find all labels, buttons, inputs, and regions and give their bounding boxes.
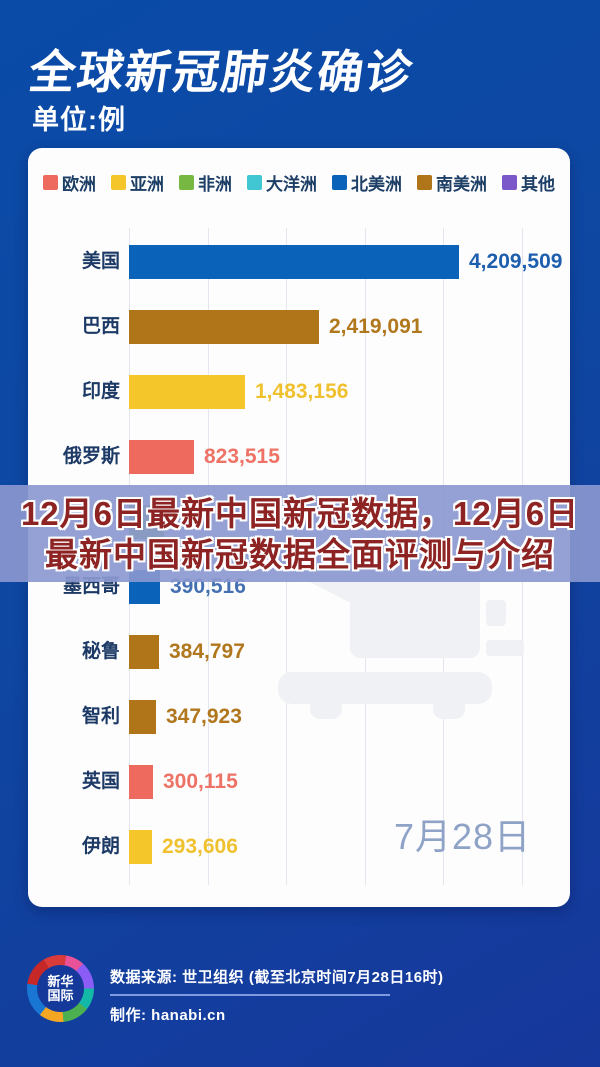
legend-label: 亚洲 bbox=[130, 175, 164, 194]
legend-label: 大洋洲 bbox=[266, 175, 317, 194]
page-title: 全球新冠肺炎确诊 bbox=[25, 46, 418, 98]
chart-legend: 欧洲 亚洲 非洲 大洋洲 北美洲 南美洲 其他 bbox=[28, 170, 570, 195]
bar-value-label: 293,606 bbox=[162, 835, 238, 858]
bar-row: 秘鲁 384,797 bbox=[28, 634, 570, 670]
bar-row: 巴西 2,419,091 bbox=[28, 309, 570, 345]
bar-row: 俄罗斯 823,515 bbox=[28, 439, 570, 475]
caption-overlay-band: 12月6日最新中国新冠数据，12月6日 最新中国新冠数据全面评测与介绍 bbox=[0, 485, 600, 582]
legend-swatch bbox=[43, 175, 58, 190]
bar-value-label: 347,923 bbox=[166, 705, 242, 728]
legend-label: 其他 bbox=[521, 175, 555, 194]
bar bbox=[129, 245, 459, 279]
bar-row: 印度 1,483,156 bbox=[28, 374, 570, 410]
country-label: 英国 bbox=[81, 771, 120, 792]
credit-label: 制作: hanabi.cn bbox=[110, 1007, 226, 1024]
country-label: 美国 bbox=[81, 251, 120, 272]
bar bbox=[129, 310, 319, 344]
legend-swatch bbox=[332, 175, 347, 190]
logo-text: 新华 国际 bbox=[37, 965, 84, 1012]
bar bbox=[129, 765, 153, 799]
bar bbox=[129, 700, 156, 734]
legend-swatch bbox=[417, 175, 432, 190]
legend-label: 北美洲 bbox=[351, 175, 402, 194]
bar-value-label: 300,115 bbox=[163, 770, 238, 793]
legend-item: 非洲 bbox=[179, 170, 232, 195]
bar bbox=[129, 375, 245, 409]
unit-label: 单位:例 bbox=[32, 105, 126, 135]
bar-row: 伊朗 293,606 bbox=[28, 829, 570, 865]
legend-item: 其他 bbox=[502, 170, 555, 195]
bar-row: 智利 347,923 bbox=[28, 699, 570, 735]
truck-watermark-icon bbox=[278, 672, 492, 704]
country-label: 智利 bbox=[81, 706, 120, 727]
legend-label: 欧洲 bbox=[62, 175, 96, 194]
caption-line-1: 12月6日最新中国新冠数据，12月6日 bbox=[20, 494, 580, 532]
country-label: 俄罗斯 bbox=[62, 446, 120, 467]
truck-watermark-icon bbox=[486, 600, 506, 626]
legend-item: 南美洲 bbox=[417, 170, 487, 195]
bar bbox=[129, 635, 159, 669]
truck-watermark-icon bbox=[310, 702, 342, 719]
logo-text-line2: 国际 bbox=[47, 987, 74, 1003]
caption-line-2: 最新中国新冠数据全面评测与介绍 bbox=[45, 535, 555, 573]
country-label: 伊朗 bbox=[81, 836, 120, 857]
bar bbox=[129, 830, 152, 864]
legend-label: 南美洲 bbox=[436, 175, 487, 194]
legend-swatch bbox=[179, 175, 194, 190]
legend-swatch bbox=[111, 175, 126, 190]
bar-value-label: 2,419,091 bbox=[329, 315, 423, 338]
truck-watermark-icon bbox=[486, 640, 524, 656]
footer: 新华 国际 数据来源: 世卫组织 (截至北京时间7月28日16时) 制作: ha… bbox=[0, 930, 600, 1067]
bar-value-label: 4,209,509 bbox=[469, 250, 563, 273]
data-source-label: 数据来源: 世卫组织 (截至北京时间7月28日16时) bbox=[110, 969, 444, 986]
country-label: 印度 bbox=[81, 381, 120, 402]
xinhua-international-logo: 新华 国际 bbox=[27, 955, 94, 1022]
bar-value-label: 1,483,156 bbox=[255, 380, 349, 403]
legend-item: 亚洲 bbox=[111, 170, 164, 195]
bar-value-label: 823,515 bbox=[204, 445, 280, 468]
truck-watermark-icon bbox=[433, 702, 465, 719]
legend-swatch bbox=[247, 175, 262, 190]
chart-date-label: 7月28日 bbox=[394, 816, 532, 857]
bar bbox=[129, 440, 194, 474]
legend-item: 北美洲 bbox=[332, 170, 402, 195]
legend-item: 欧洲 bbox=[43, 170, 96, 195]
country-label: 巴西 bbox=[81, 316, 120, 337]
country-label: 秘鲁 bbox=[81, 641, 120, 662]
bar-row: 英国 300,115 bbox=[28, 764, 570, 800]
legend-swatch bbox=[502, 175, 517, 190]
bar-value-label: 384,797 bbox=[169, 640, 245, 663]
legend-label: 非洲 bbox=[198, 175, 232, 194]
footer-divider bbox=[110, 994, 390, 996]
logo-text-line1: 新华 bbox=[47, 973, 74, 989]
legend-item: 大洋洲 bbox=[247, 170, 317, 195]
bar-row: 美国 4,209,509 bbox=[28, 244, 570, 280]
